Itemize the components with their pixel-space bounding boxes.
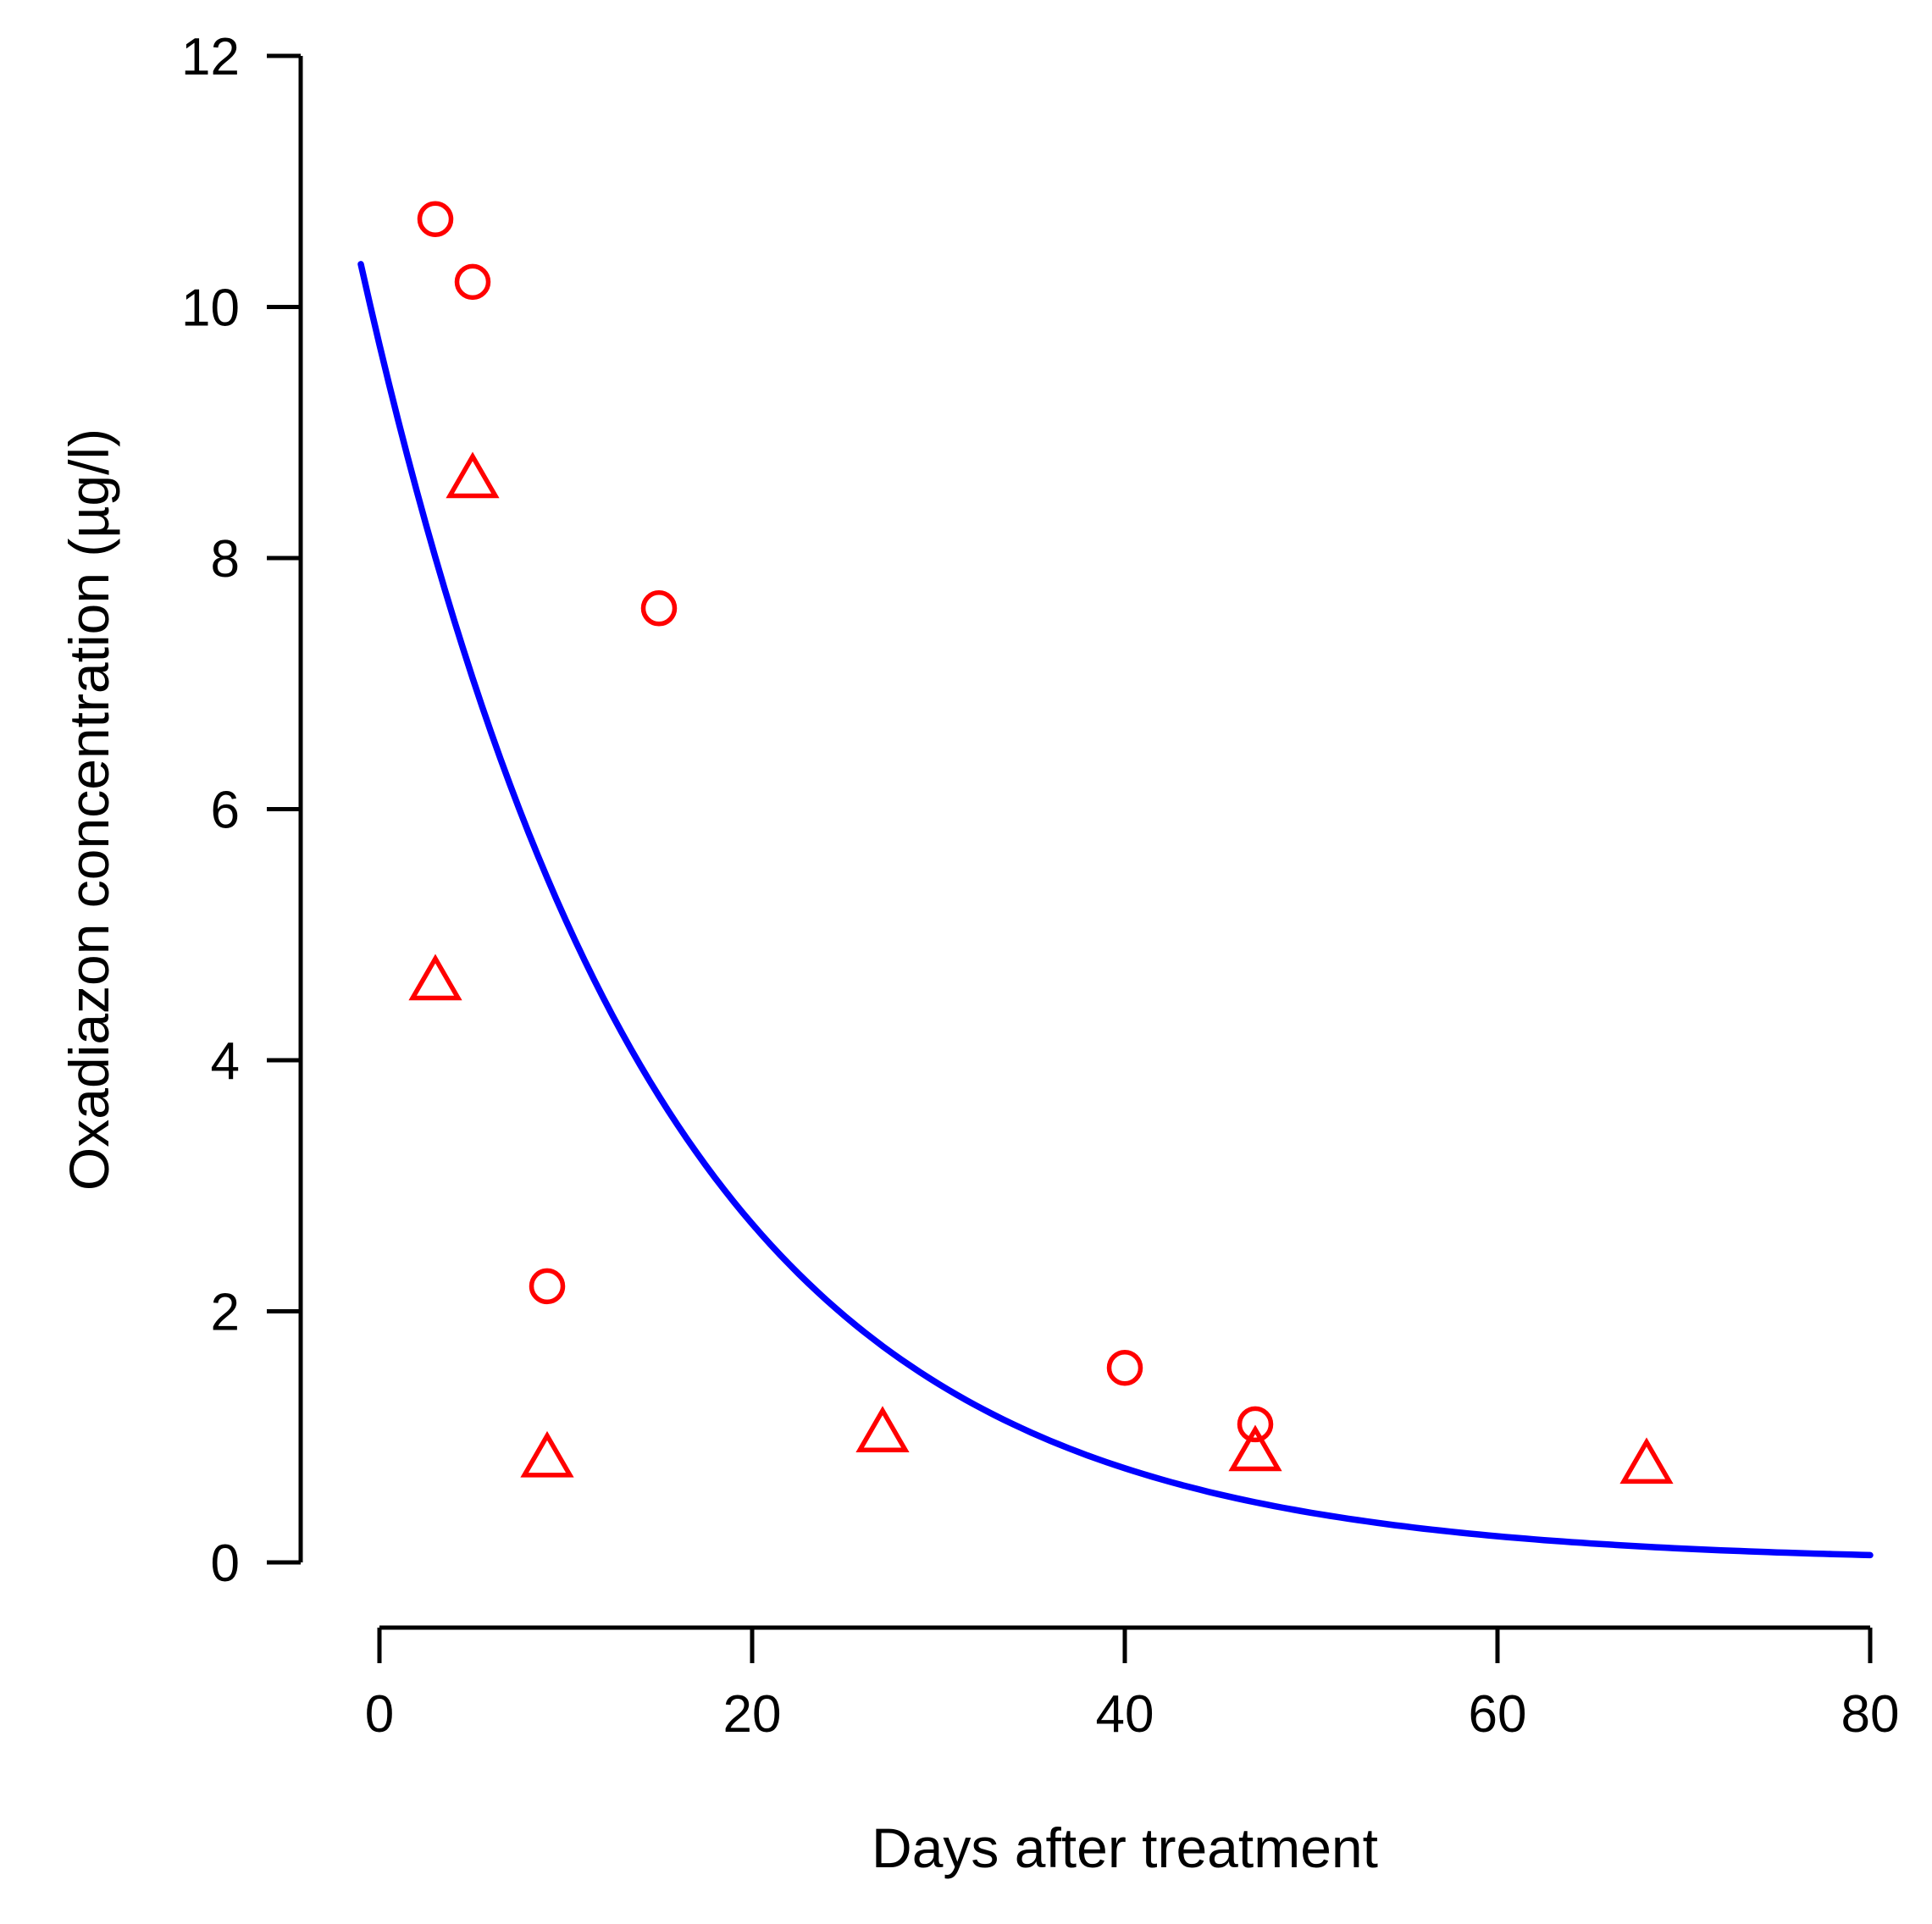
x-tick-label-20: 20: [723, 1685, 782, 1744]
y-axis-title: Oxadiazon concentration (µg/l): [58, 428, 120, 1191]
triangle-marker: [408, 954, 462, 1001]
y-tick-label-8: 8: [211, 530, 240, 589]
triangle-marker: [1228, 1424, 1282, 1472]
y-tick-label-4: 4: [211, 1032, 240, 1091]
x-tick-label-0: 0: [365, 1685, 394, 1744]
circle-marker: [640, 590, 678, 627]
circle-marker: [454, 263, 491, 301]
triangle-marker: [855, 1406, 910, 1452]
triangle-marker: [446, 451, 500, 499]
y-tick-label-2: 2: [211, 1284, 240, 1342]
y-tick-label-12: 12: [181, 28, 240, 86]
triangle-marker: [1619, 1437, 1674, 1484]
y-tick-label-10: 10: [181, 279, 240, 338]
x-tick-label-40: 40: [1096, 1685, 1154, 1744]
triangle-marker: [520, 1430, 574, 1478]
y-tick-label-0: 0: [211, 1534, 240, 1593]
x-tick-label-60: 60: [1469, 1685, 1527, 1744]
axes-layer: 0 2 4 6 8 10 12 0 20 40 60 80: [181, 28, 1899, 1744]
x-axis-title: Days after treatment: [872, 1816, 1378, 1879]
data-points-layer: [408, 201, 1674, 1484]
fit-curve-layer: [357, 261, 1874, 1559]
x-tick-label-80: 80: [1841, 1685, 1900, 1744]
circle-marker: [1106, 1349, 1143, 1386]
fit-curve: [357, 261, 1874, 1559]
y-tick-label-6: 6: [211, 782, 240, 840]
circle-marker: [417, 201, 454, 237]
circle-marker: [529, 1268, 566, 1305]
circle-marker: [1237, 1406, 1274, 1443]
